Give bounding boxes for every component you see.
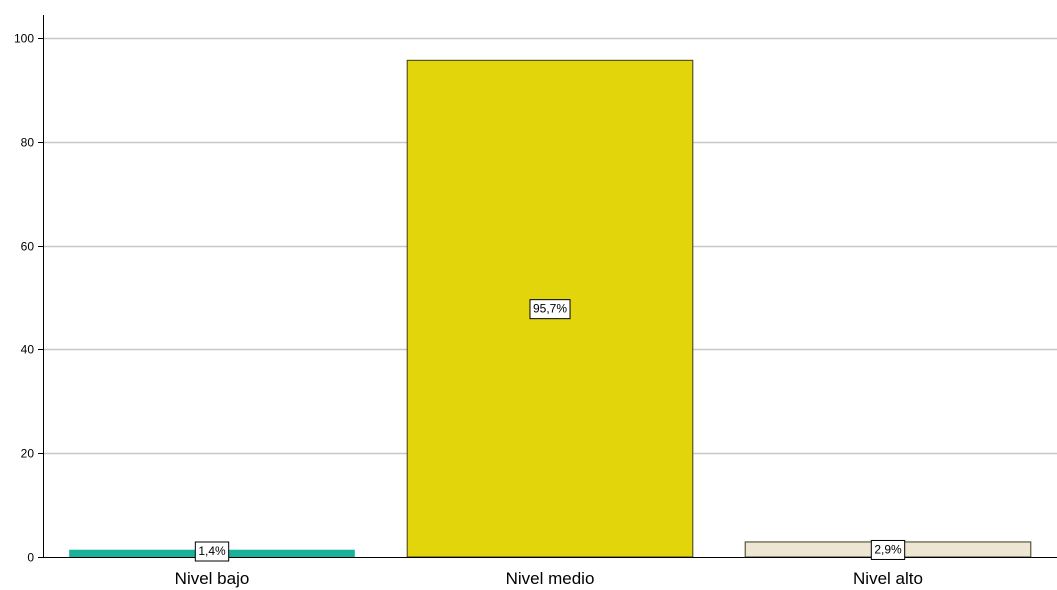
x-tick-label-nivel-medio: Nivel medio (506, 569, 595, 588)
data-label-text-nivel-bajo: 1,4% (198, 544, 226, 558)
data-label-nivel-medio: 95,7% (529, 299, 571, 320)
x-tick-label-nivel-bajo: Nivel bajo (175, 569, 250, 588)
data-label-nivel-alto: 2,9% (870, 539, 906, 560)
y-axis-ticks: 0 20 40 60 80 100 (14, 32, 43, 565)
data-label-box-nivel-alto (870, 539, 906, 560)
data-label-box-nivel-medio (529, 299, 571, 320)
data-label-box-nivel-bajo (194, 541, 230, 562)
data-label-text-nivel-medio: 95,7% (533, 302, 567, 316)
y-tick-label-100: 100 (14, 32, 34, 46)
y-tick-label-0: 0 (27, 551, 34, 565)
x-axis-labels: Nivel bajo Nivel medio Nivel alto (175, 569, 923, 588)
y-tick-label-20: 20 (21, 447, 35, 461)
data-label-nivel-bajo: 1,4% (194, 541, 230, 562)
data-label-text-nivel-alto: 2,9% (874, 542, 902, 556)
data-labels: 1,4% 95,7% 2,9% (194, 299, 906, 562)
y-tick-label-40: 40 (21, 343, 35, 357)
y-tick-label-60: 60 (21, 240, 35, 254)
x-tick-label-nivel-alto: Nivel alto (853, 569, 923, 588)
y-tick-label-80: 80 (21, 136, 35, 150)
